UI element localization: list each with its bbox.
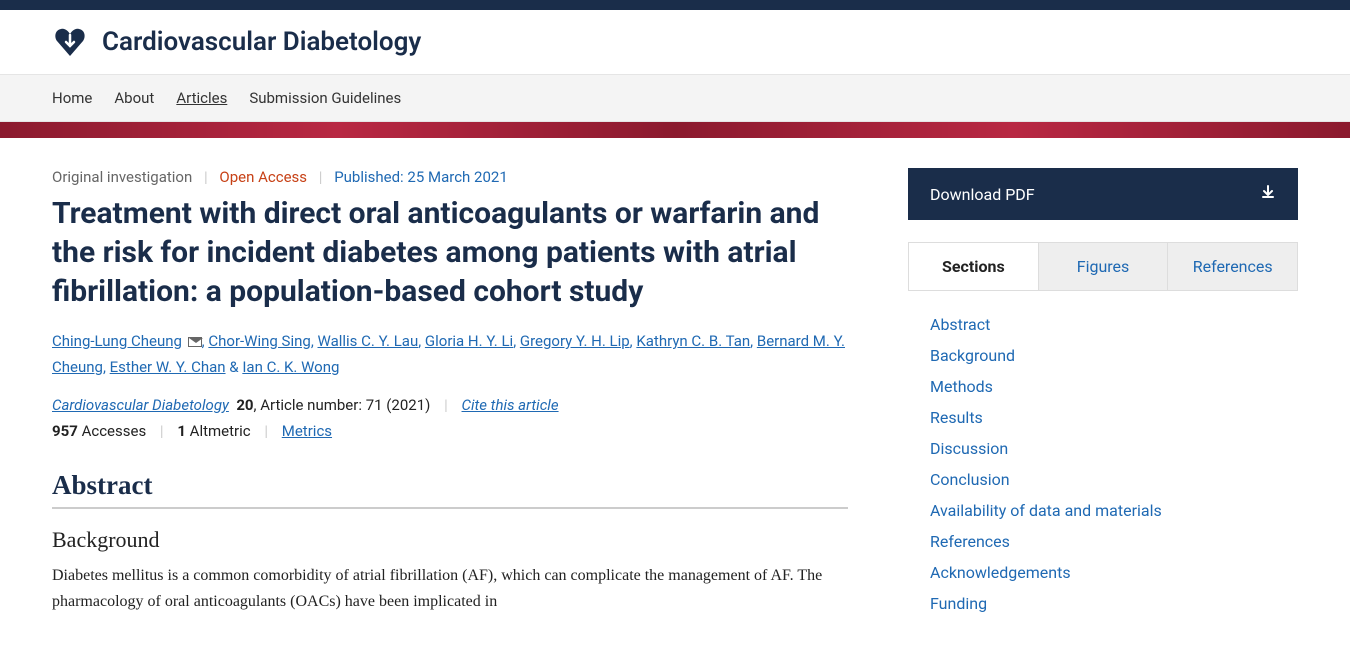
separator: | xyxy=(204,168,208,186)
nav-articles[interactable]: Articles xyxy=(176,89,227,107)
journal-link[interactable]: Cardiovascular Diabetology xyxy=(52,396,229,414)
download-pdf-button[interactable]: Download PDF xyxy=(908,168,1298,220)
abstract-heading: Abstract xyxy=(52,470,848,509)
sidebar: Download PDF Sections Figures References… xyxy=(908,168,1298,619)
open-access-label: Open Access xyxy=(219,168,307,186)
article-column: Original investigation | Open Access | P… xyxy=(52,168,848,619)
toc-item[interactable]: Abstract xyxy=(930,309,1298,340)
separator: | xyxy=(444,396,448,414)
altmetric-count: 1 xyxy=(177,422,186,440)
altmetric-label: Altmetric xyxy=(190,422,251,440)
tab-sections[interactable]: Sections xyxy=(909,243,1039,290)
toc-item[interactable]: Conclusion xyxy=(930,464,1298,495)
toc-item[interactable]: Discussion xyxy=(930,433,1298,464)
nav-submission[interactable]: Submission Guidelines xyxy=(249,89,401,107)
top-bar xyxy=(0,0,1350,10)
table-of-contents: AbstractBackgroundMethodsResultsDiscussi… xyxy=(908,309,1298,619)
accesses-label: Accesses xyxy=(82,422,147,440)
journal-logo-icon[interactable] xyxy=(52,24,88,60)
author-link[interactable]: Kathryn C. B. Tan xyxy=(636,332,750,350)
tab-references[interactable]: References xyxy=(1168,243,1297,290)
nav-about[interactable]: About xyxy=(114,89,154,107)
toc-item[interactable]: Acknowledgements xyxy=(930,557,1298,588)
article-stats: 957 Accesses | 1 Altmetric | Metrics xyxy=(52,422,848,440)
toc-item[interactable]: Methods xyxy=(930,371,1298,402)
metrics-link[interactable]: Metrics xyxy=(282,422,332,440)
background-text: Diabetes mellitus is a common comorbidit… xyxy=(52,563,848,614)
accesses-count: 957 xyxy=(52,422,78,440)
background-heading: Background xyxy=(52,527,848,553)
toc-item[interactable]: Results xyxy=(930,402,1298,433)
article-number: , Article number: 71 (2021) xyxy=(254,396,431,414)
cite-link[interactable]: Cite this article xyxy=(462,396,559,414)
separator: | xyxy=(319,168,323,186)
separator: | xyxy=(264,422,268,440)
main-content: Original investigation | Open Access | P… xyxy=(0,138,1350,649)
banner-stripe xyxy=(0,122,1350,138)
download-icon xyxy=(1260,184,1276,204)
journal-title[interactable]: Cardiovascular Diabetology xyxy=(102,27,421,57)
journal-reference: Cardiovascular Diabetology 20, Article n… xyxy=(52,396,848,414)
download-label: Download PDF xyxy=(930,185,1035,204)
header: Cardiovascular Diabetology xyxy=(0,10,1350,75)
article-meta: Original investigation | Open Access | P… xyxy=(52,168,848,186)
toc-item[interactable]: Background xyxy=(930,340,1298,371)
author-list: Ching-Lung Cheung , Chor-Wing Sing, Wall… xyxy=(52,329,848,380)
separator: | xyxy=(160,422,164,440)
toc-item[interactable]: Availability of data and materials xyxy=(930,495,1298,526)
toc-item[interactable]: Funding xyxy=(930,588,1298,619)
tab-figures[interactable]: Figures xyxy=(1039,243,1169,290)
author-link[interactable]: Ian C. K. Wong xyxy=(242,358,339,376)
author-link[interactable]: Esther W. Y. Chan xyxy=(110,358,226,376)
article-type: Original investigation xyxy=(52,168,192,186)
author-link[interactable]: Gregory Y. H. Lip xyxy=(520,332,630,350)
sidebar-tabs: Sections Figures References xyxy=(908,242,1298,291)
author-link[interactable]: Chor-Wing Sing xyxy=(208,332,310,350)
mail-icon[interactable] xyxy=(188,337,202,347)
author-link[interactable]: Ching-Lung Cheung xyxy=(52,332,182,350)
article-title: Treatment with direct oral anticoagulant… xyxy=(52,194,848,311)
nav-home[interactable]: Home xyxy=(52,89,92,107)
volume: 20 xyxy=(236,396,253,414)
author-link[interactable]: Wallis C. Y. Lau xyxy=(318,332,419,350)
author-link[interactable]: Gloria H. Y. Li xyxy=(425,332,513,350)
toc-item[interactable]: References xyxy=(930,526,1298,557)
nav-bar: Home About Articles Submission Guideline… xyxy=(0,75,1350,122)
publish-date: Published: 25 March 2021 xyxy=(334,168,508,186)
